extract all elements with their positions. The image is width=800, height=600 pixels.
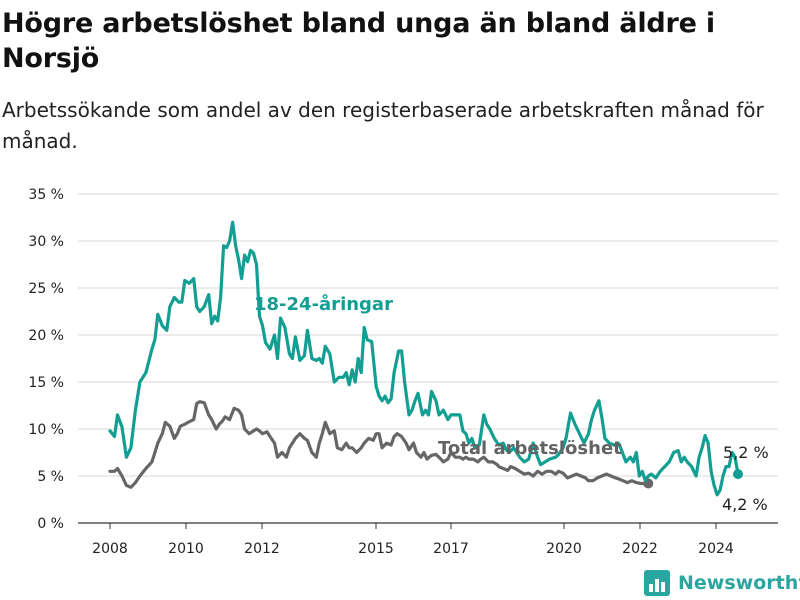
x-tick-label: 2008 [92,541,128,557]
x-tick-label: 2022 [622,541,658,557]
x-axis: 2008 2010 2012 2015 2017 2020 2022 2024 [92,523,734,557]
series-label-total: Total arbetslöshet [438,438,622,459]
newsworthy-chart-icon [644,570,670,596]
y-tick-label: 10 % [28,422,64,438]
y-tick-label: 0 % [37,516,64,532]
x-tick-label: 2010 [168,541,204,557]
y-tick-label: 25 % [28,281,64,297]
x-tick-label: 2015 [358,541,394,557]
series-label-youth: 18-24-åringar [254,293,393,315]
chart-subtitle: Arbetssökande som andel av den registerb… [2,98,764,153]
x-tick-label: 2017 [433,541,469,557]
x-tick-label: 2012 [244,541,280,557]
x-tick-label: 2024 [698,541,734,557]
y-axis: 0 % 5 % 10 % 15 % 20 % 25 % 30 % 35 % [28,187,64,532]
newsworthy-logo: Newsworthy [644,568,800,598]
end-label-total: 4,2 % [722,495,768,514]
y-tick-label: 30 % [28,234,64,250]
y-tick-label: 15 % [28,375,64,391]
grid [78,193,778,524]
series-line-youth [108,220,740,497]
end-label-youth: 5,2 % [723,443,769,462]
x-tick-label: 2020 [546,541,582,557]
y-tick-label: 35 % [28,187,64,203]
y-tick-label: 5 % [37,469,64,485]
end-point-youth [733,469,743,480]
chart-title: Högre arbetslöshet bland unga än bland ä… [2,8,715,74]
brand-name: Newsworthy [678,572,800,594]
series-lines [108,220,743,497]
series-line-total [108,400,650,489]
y-tick-label: 20 % [28,328,64,344]
